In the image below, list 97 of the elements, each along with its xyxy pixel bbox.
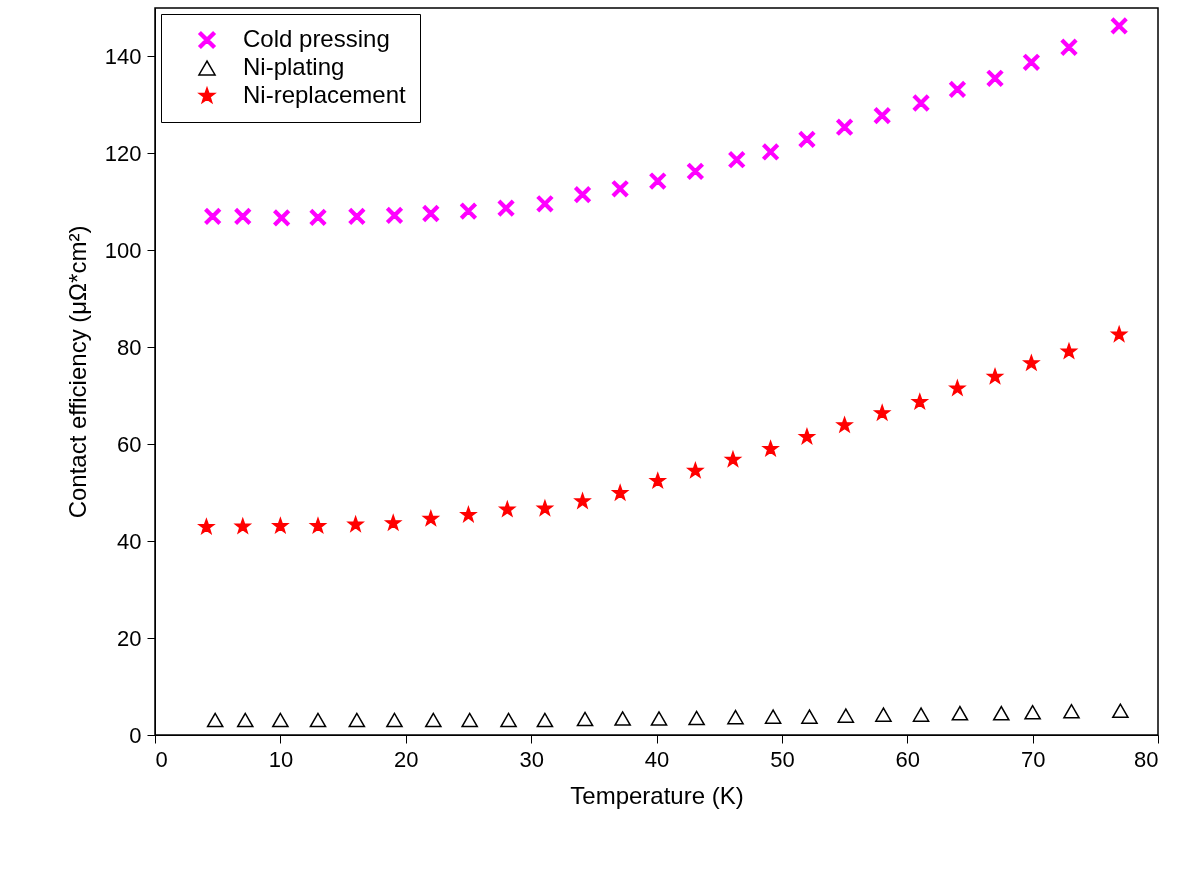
point (310, 517, 326, 533)
point (725, 451, 741, 467)
point (949, 81, 966, 98)
point (727, 709, 744, 725)
point (348, 208, 366, 225)
point (574, 186, 591, 203)
point (650, 711, 668, 726)
point (762, 143, 779, 161)
point (460, 202, 477, 220)
point (911, 393, 928, 409)
point (348, 712, 366, 728)
point (385, 514, 402, 531)
point (836, 118, 853, 136)
point (234, 208, 252, 225)
legend-label: Ni-replacement (243, 81, 407, 108)
point (986, 69, 1004, 87)
point (1110, 17, 1128, 35)
point (422, 510, 439, 526)
point (497, 199, 515, 217)
point (992, 705, 1010, 721)
point (272, 517, 289, 533)
point (688, 710, 705, 726)
point (912, 707, 930, 722)
point (499, 501, 516, 517)
point (1112, 703, 1129, 719)
point (837, 708, 855, 723)
point (574, 493, 591, 509)
point (461, 712, 479, 728)
point (460, 506, 477, 522)
y-tick-label: 120 (104, 140, 142, 166)
point (728, 151, 746, 169)
y-tick-label: 0 (129, 722, 142, 748)
legend-label: Cold pressing (243, 25, 390, 52)
legend-label: Ni-plating (243, 53, 345, 80)
y-tick-label: 140 (104, 43, 142, 69)
point (874, 404, 891, 421)
point (536, 195, 554, 213)
y-tick-label: 60 (117, 431, 142, 457)
point (687, 163, 704, 180)
y-tick-label: 100 (104, 237, 142, 263)
point (309, 712, 327, 728)
point (347, 516, 364, 532)
point (873, 107, 891, 124)
point (272, 712, 289, 728)
point (536, 712, 554, 728)
point (234, 518, 251, 534)
x-tick-label: 40 (644, 746, 670, 772)
point (649, 472, 666, 488)
x-tick-label: 30 (519, 746, 544, 772)
point (1063, 703, 1080, 719)
x-tick-label: 0 (155, 746, 168, 772)
y-axis-title: Contact efficiency (μΩ*cm²) (63, 225, 91, 519)
point (798, 428, 815, 444)
point (198, 518, 215, 534)
point (425, 712, 442, 728)
point (836, 416, 853, 433)
point (762, 440, 779, 456)
point (1023, 53, 1040, 71)
point (206, 712, 224, 728)
point (949, 380, 966, 396)
y-tick-label: 80 (117, 334, 142, 360)
x-tick-label: 60 (895, 746, 920, 772)
point (273, 209, 290, 227)
point (798, 131, 816, 148)
point (536, 500, 553, 516)
point (649, 172, 667, 190)
point (687, 462, 704, 478)
point (951, 705, 969, 721)
point (309, 209, 327, 226)
y-tick-label: 40 (117, 528, 142, 554)
point (1061, 343, 1077, 359)
x-axis-title: Temperature (K) (570, 781, 744, 809)
point (1024, 704, 1041, 720)
point (422, 205, 440, 222)
point (1023, 354, 1040, 371)
point (612, 484, 629, 501)
x-tick-label: 70 (1020, 746, 1046, 772)
x-tick-label: 10 (268, 746, 294, 772)
x-tick-label: 20 (394, 746, 419, 772)
x-tick-label: 80 (1134, 746, 1159, 772)
point (500, 712, 517, 728)
point (236, 712, 254, 728)
point (875, 707, 892, 722)
point (386, 207, 403, 224)
point (1060, 38, 1078, 56)
point (576, 711, 594, 727)
point (614, 711, 631, 726)
point (987, 368, 1003, 384)
point (1111, 326, 1128, 342)
point (912, 94, 930, 112)
y-tick-label: 20 (117, 625, 142, 651)
point (611, 180, 629, 198)
point (386, 712, 403, 728)
point (764, 709, 782, 724)
point (801, 709, 818, 724)
x-tick-label: 50 (770, 746, 795, 772)
point (204, 208, 222, 225)
